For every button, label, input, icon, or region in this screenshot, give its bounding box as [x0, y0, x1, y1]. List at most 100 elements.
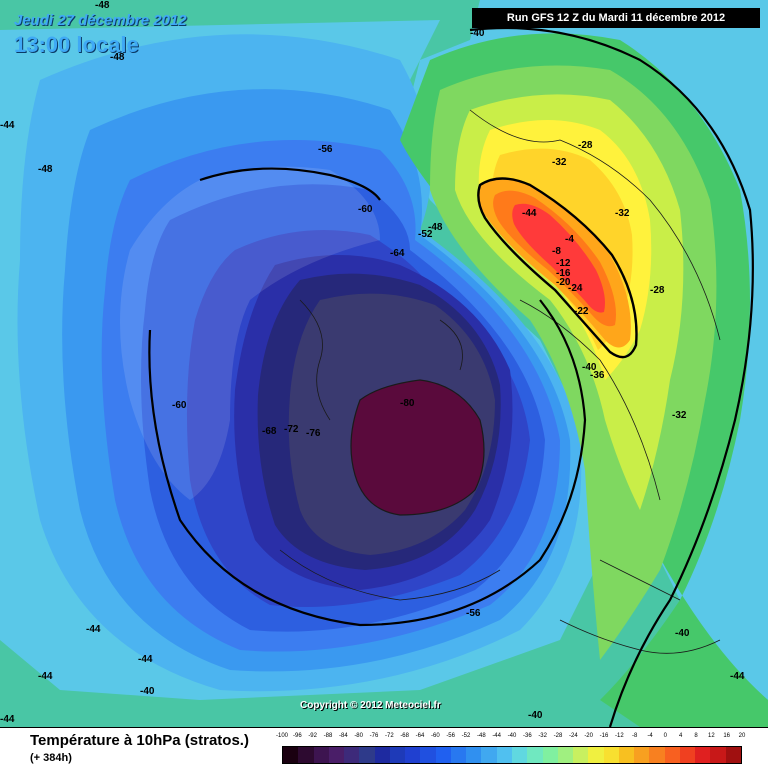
coastline-arctic	[279, 299, 661, 601]
scale-swatch	[634, 747, 650, 763]
scale-tick-label: -36	[522, 733, 532, 739]
contour-label: -32	[672, 410, 687, 421]
contour-minus-24-ring	[477, 177, 638, 359]
scale-tick-label: -40	[507, 733, 517, 739]
scale-swatch	[664, 747, 680, 763]
color-scale: -100 -96 -92 -88 -84 -80 -76 -72 -68 -64 -60 -56 -52…	[276, 733, 745, 765]
contour-label: -72	[284, 424, 299, 435]
scale-swatch	[725, 747, 741, 763]
scale-swatch	[496, 747, 512, 763]
temperature-map: -48 -48 -44 -48 -40 -56 -60 -64 -52 -48 …	[0, 0, 768, 727]
contour-label: -64	[390, 248, 405, 259]
scale-tick-label: -84	[338, 733, 348, 739]
contour-label: -56	[466, 608, 481, 619]
coastline-asia	[469, 109, 721, 341]
scale-tick-label: -80	[354, 733, 363, 739]
scale-swatch	[710, 747, 726, 763]
legend-panel: Température à 10hPa (stratos.) (+ 384h) …	[0, 727, 768, 769]
scale-tick-label: -20	[584, 733, 593, 739]
scale-swatch	[389, 747, 406, 763]
scale-swatch	[557, 747, 574, 763]
scale-swatch	[603, 747, 619, 763]
contour-label: -40	[582, 362, 597, 373]
contour-label: -80	[400, 398, 415, 409]
scale-swatch	[527, 747, 543, 763]
scale-swatch	[450, 747, 467, 763]
scale-tick-label: -100	[275, 733, 288, 739]
contour-label: -44	[730, 671, 745, 682]
scale-tick-label: -64	[415, 733, 425, 739]
scale-tick-label: -52	[461, 733, 471, 739]
scale-tick-label: -72	[384, 733, 394, 739]
contour-minus-40-east	[469, 26, 754, 727]
scale-swatch	[328, 747, 345, 763]
contour-label: -76	[306, 428, 321, 439]
contour-label: -8	[552, 246, 561, 257]
scale-swatch	[695, 747, 711, 763]
copyright-notice: Copyright © 2012 Meteociel.fr	[300, 700, 441, 711]
scale-tick-label: -44	[492, 733, 501, 739]
contour-label: -48	[38, 164, 53, 175]
north-america-landmass	[120, 166, 380, 500]
contour-label: -22	[574, 306, 589, 317]
scale-tick-label: -16	[599, 733, 609, 739]
scale-swatch	[511, 747, 528, 763]
scale-swatch	[481, 747, 497, 763]
color-scale-bar	[282, 746, 742, 764]
scale-tick-label: 4	[678, 733, 683, 739]
contour-label: -60	[172, 400, 187, 411]
contour-label: -48	[428, 222, 443, 233]
scale-swatch	[573, 747, 589, 763]
scale-swatch	[374, 747, 390, 763]
contour-label: -36	[590, 370, 605, 381]
scale-swatch	[283, 747, 299, 763]
contour-label: -28	[578, 140, 593, 151]
scale-swatch	[618, 747, 635, 763]
scale-swatch	[313, 747, 329, 763]
scale-tick-label: -48	[476, 733, 486, 739]
scale-tick-label: -60	[430, 733, 440, 739]
zone-minus-80	[351, 380, 484, 515]
scale-tick-label: 0	[663, 733, 667, 739]
contour-label: -52	[418, 229, 433, 240]
scale-tick-label: -8	[631, 733, 638, 739]
scale-swatch	[359, 747, 375, 763]
scale-swatch	[435, 747, 451, 763]
contour-label: -44	[0, 714, 15, 725]
contour-label: -32	[615, 208, 630, 219]
scale-swatch	[298, 747, 314, 763]
contour-label: -48	[110, 52, 125, 63]
parameter-title: Température à 10hPa (stratos.)	[30, 732, 249, 749]
scale-swatch	[588, 747, 604, 763]
scale-swatch	[649, 747, 665, 763]
scale-tick-label: 20	[738, 733, 746, 739]
scale-swatch	[466, 747, 482, 763]
contour-label: -16	[556, 268, 571, 279]
contour-minus-40-west	[199, 167, 381, 201]
greenland-outline	[350, 379, 485, 516]
forecast-date: Jeudi 27 décembre 2012	[14, 12, 187, 29]
contour-label: -48	[95, 0, 110, 11]
contour-label: -60	[358, 204, 373, 215]
contour-label: -40	[470, 28, 485, 39]
scale-swatch	[420, 747, 436, 763]
scale-swatch	[542, 747, 558, 763]
scale-tick-label: -56	[446, 733, 455, 739]
scale-tick-label: -24	[568, 733, 578, 739]
contour-label: -32	[552, 157, 567, 168]
scale-tick-label: -92	[308, 733, 317, 739]
contour-label: -44	[0, 120, 15, 131]
contour-label: -44	[138, 654, 153, 665]
contour-label: -44	[522, 208, 537, 219]
contour-label: -56	[318, 144, 333, 155]
contour-label: -68	[262, 426, 277, 437]
contour-label: -12	[556, 258, 571, 269]
color-scale-ticks: -100 -96 -92 -88 -84 -80 -76 -72 -68 -64 -60 -56 -52…	[276, 733, 745, 745]
contour-label: -44	[38, 671, 53, 682]
contour-label: -28	[650, 285, 665, 296]
model-run-label: Run GFS 12 Z du Mardi 11 décembre 2012	[472, 8, 760, 28]
scale-tick-label: 8	[694, 733, 698, 739]
contour-label: -44	[86, 624, 101, 635]
scale-tick-label: -12	[614, 733, 624, 739]
contour-label: -4	[565, 234, 574, 245]
